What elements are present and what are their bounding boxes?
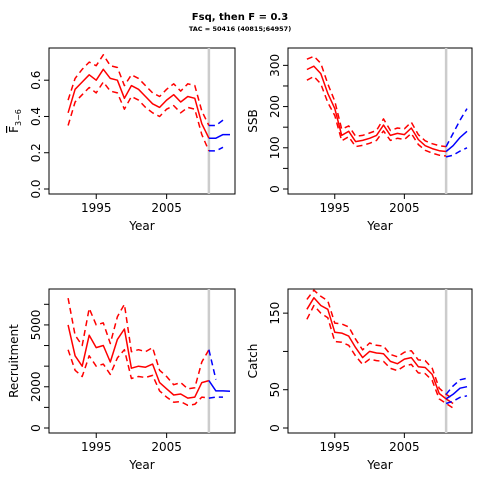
series-line-projection-solid-4	[208, 380, 231, 393]
x-tick-label: 1995	[319, 201, 350, 215]
plot-frame	[48, 288, 236, 434]
plot-frame	[48, 47, 236, 195]
y-tick-label: 0	[29, 424, 43, 432]
plot-frame	[287, 288, 473, 434]
y-tick-label: 2000	[29, 371, 43, 402]
x-axis-label: Year	[128, 219, 154, 233]
series-line-history-dashed-2	[67, 54, 210, 126]
figure-title: Fsq, then F = 0.3	[192, 12, 288, 23]
chart-panel-4: 1995 2005 0 50 150 Year Catch	[246, 288, 473, 472]
series-line-projection-dashed-5	[208, 349, 217, 380]
y-axis-label: F3−6	[7, 109, 23, 133]
series-line-projection-dashed-6	[208, 146, 224, 152]
figure-subtitle: TAC = 50416 (40815;64957)	[189, 25, 291, 33]
x-tick-label: 2005	[389, 440, 420, 454]
series-line-history-dashed-2	[306, 55, 447, 148]
series-line-history-dashed-3	[306, 304, 454, 409]
y-axis-label: Catch	[246, 344, 260, 379]
series-line-history-solid-1	[306, 297, 454, 405]
series-line-history-dashed-3	[306, 75, 447, 157]
series-line-projection-dashed-6	[445, 147, 468, 158]
y-tick-label: 50	[268, 382, 282, 397]
y-axis-label: Recruitment	[7, 324, 21, 398]
series-line-history-solid-1	[306, 65, 447, 153]
series-line-projection-solid-4	[445, 130, 468, 153]
series-line-projection-dashed-6	[208, 396, 223, 399]
x-tick-label: 1995	[81, 440, 112, 454]
series-line-projection-dashed-6	[445, 395, 468, 405]
x-tick-label: 2005	[389, 201, 420, 215]
series-line-projection-dashed-5	[208, 119, 224, 127]
y-tick-label: 0	[268, 185, 282, 193]
x-tick-label: 1995	[81, 201, 112, 215]
y-tick-label: 150	[268, 302, 282, 325]
series-line-history-solid-1	[67, 68, 210, 139]
y-tick-label: 0	[268, 424, 282, 432]
series-line-history-dashed-3	[67, 81, 210, 152]
y-tick-label: 100	[268, 136, 282, 159]
series-line-projection-solid-4	[208, 133, 230, 139]
x-axis-label: Year	[366, 458, 392, 472]
chart-panel-1: 1995 2005 0.0 0.2 0.4 0.6 Year F3−6	[7, 47, 236, 233]
y-tick-label: 300	[268, 54, 282, 77]
series-line-projection-solid-4	[445, 385, 468, 400]
series-line-projection-dashed-5	[445, 377, 468, 395]
y-tick-label: 0.4	[29, 107, 43, 126]
y-tick-label: 0.0	[29, 179, 43, 198]
x-tick-label: 2005	[151, 440, 182, 454]
chart-panel-3: 1995 2005 0 2000 5000 Year Recruitment	[7, 288, 236, 472]
plot-frame	[287, 47, 473, 195]
x-axis-label: Year	[128, 458, 154, 472]
y-tick-label: 5000	[29, 310, 43, 341]
x-axis-label: Year	[366, 219, 392, 233]
y-axis-label: SSB	[246, 109, 260, 132]
x-tick-label: 2005	[151, 201, 182, 215]
x-tick-label: 1995	[319, 440, 350, 454]
chart-panel-2: 1995 2005 0 100 200 300 Year SSB	[246, 47, 473, 233]
series-line-projection-dashed-5	[445, 108, 468, 147]
y-tick-label: 0.2	[29, 143, 43, 162]
y-tick-label: 200	[268, 95, 282, 118]
series-line-history-solid-1	[67, 324, 210, 399]
y-tick-label: 0.6	[29, 71, 43, 90]
series-line-history-dashed-2	[67, 297, 210, 390]
series-line-history-dashed-2	[306, 289, 454, 400]
series-line-history-dashed-3	[67, 348, 210, 407]
